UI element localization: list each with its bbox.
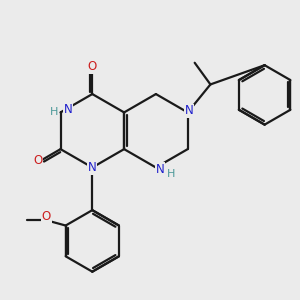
Text: N: N	[88, 161, 97, 174]
Text: O: O	[42, 210, 51, 223]
Text: O: O	[33, 154, 42, 167]
Text: N: N	[156, 163, 164, 176]
Text: H: H	[50, 107, 58, 117]
Text: O: O	[88, 60, 97, 73]
Text: H: H	[167, 169, 175, 179]
Text: N: N	[64, 103, 73, 116]
Text: N: N	[185, 104, 194, 117]
